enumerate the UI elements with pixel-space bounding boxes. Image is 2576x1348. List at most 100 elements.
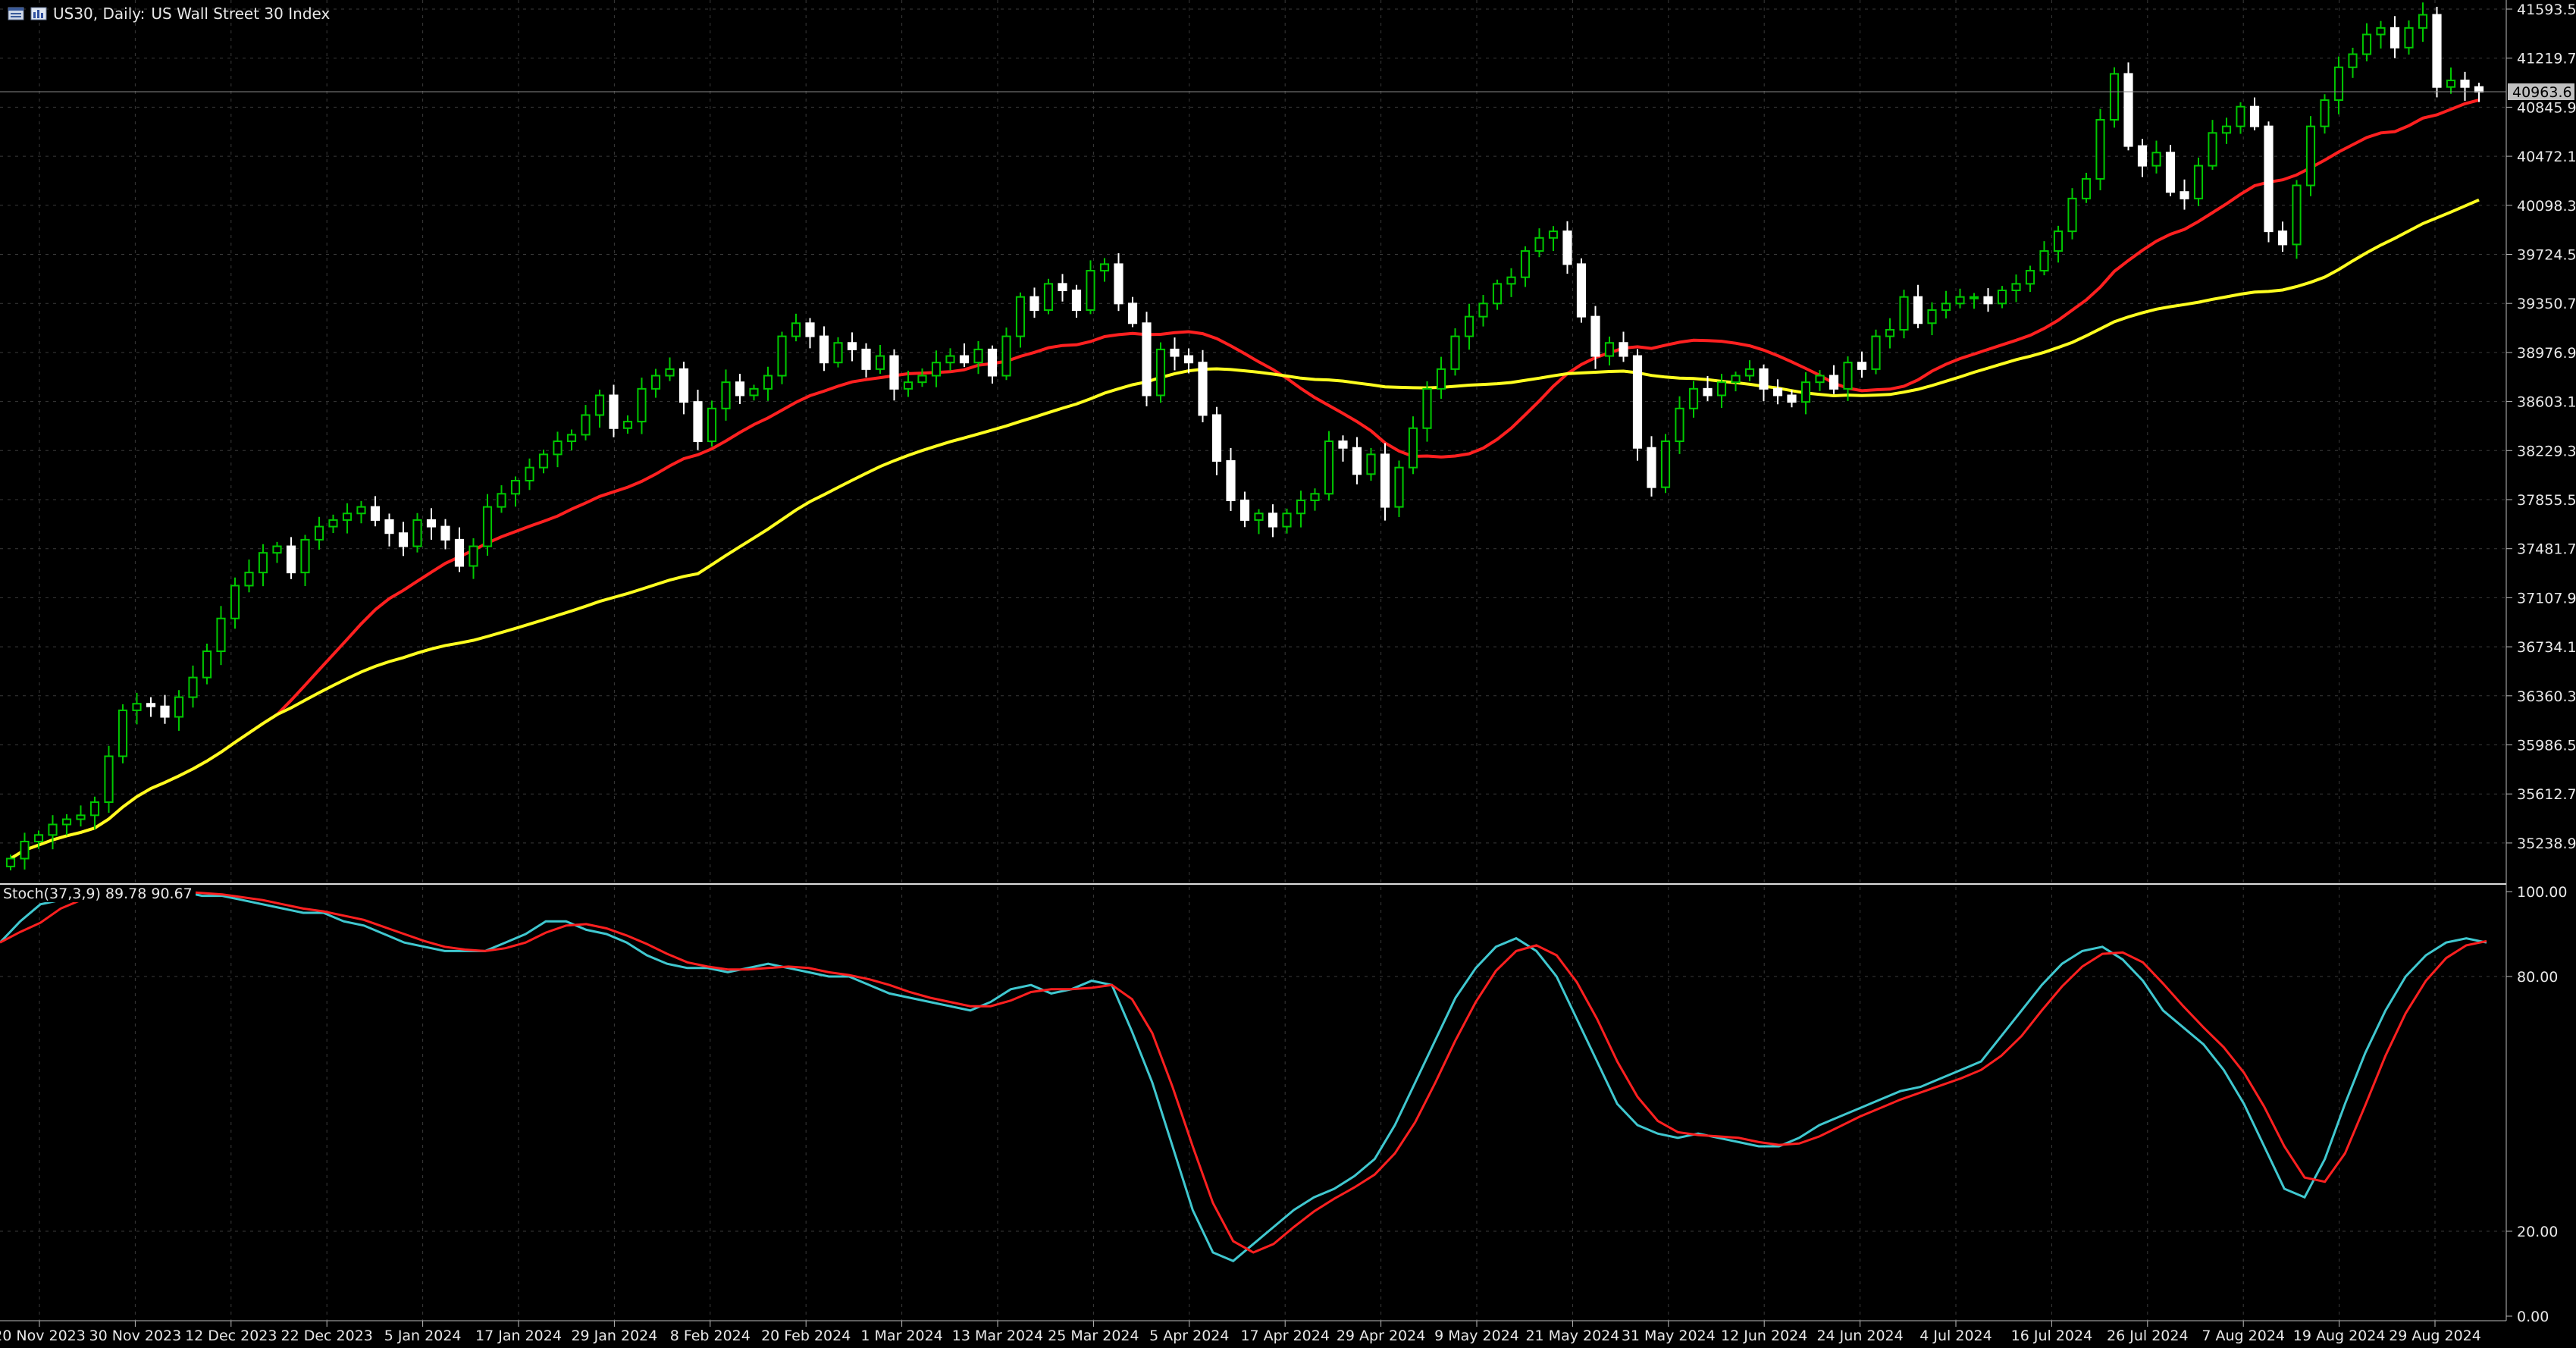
candle[interactable] (1562, 221, 1572, 274)
candle[interactable] (1099, 258, 1110, 282)
candle[interactable] (1155, 342, 1166, 403)
candle[interactable] (889, 349, 899, 401)
candle[interactable] (609, 384, 619, 437)
candle[interactable] (833, 337, 843, 368)
candle[interactable] (1632, 349, 1643, 461)
candle[interactable] (2081, 172, 2092, 203)
candle[interactable] (76, 805, 86, 827)
stoch-main-line[interactable] (0, 890, 2487, 1262)
candle[interactable] (1871, 329, 1881, 375)
candle[interactable] (622, 415, 633, 434)
candle[interactable] (749, 384, 759, 401)
candle[interactable] (903, 370, 914, 397)
candle[interactable] (805, 318, 815, 349)
candle[interactable] (1071, 284, 1082, 318)
candle[interactable] (1506, 268, 1516, 297)
candle[interactable] (1394, 460, 1404, 517)
candle[interactable] (2376, 20, 2386, 49)
candle[interactable] (1492, 279, 1503, 310)
candle[interactable] (1913, 284, 1923, 328)
candle[interactable] (510, 476, 521, 507)
candle[interactable] (61, 814, 72, 835)
candle[interactable] (1955, 288, 1965, 309)
candle[interactable] (1688, 381, 1699, 418)
candle[interactable] (1142, 312, 1152, 406)
candle[interactable] (497, 485, 506, 513)
candle[interactable] (202, 643, 212, 685)
candle[interactable] (384, 513, 394, 547)
candle[interactable] (1590, 306, 1600, 369)
candle[interactable] (2025, 265, 2035, 293)
candle[interactable] (1366, 447, 1376, 481)
candle[interactable] (2264, 121, 2274, 243)
candle[interactable] (356, 500, 366, 524)
candle[interactable] (174, 690, 184, 731)
candle[interactable] (1029, 287, 1039, 318)
candle[interactable] (1198, 350, 1208, 422)
candle[interactable] (566, 429, 577, 451)
candle[interactable] (469, 538, 478, 579)
candle[interactable] (286, 537, 296, 579)
candle[interactable] (1436, 356, 1446, 399)
candle[interactable] (2404, 20, 2414, 55)
candle[interactable] (2039, 241, 2049, 276)
chart-icon[interactable] (30, 6, 47, 21)
candle[interactable] (1800, 372, 1811, 415)
candle[interactable] (2474, 83, 2484, 102)
candle[interactable] (581, 405, 591, 440)
candle[interactable] (1310, 488, 1320, 511)
candle[interactable] (1703, 376, 1713, 401)
candle[interactable] (1520, 246, 1531, 287)
candle[interactable] (931, 350, 942, 387)
candle[interactable] (1058, 274, 1067, 302)
candle[interactable] (2067, 188, 2077, 240)
candle[interactable] (146, 697, 156, 717)
candle[interactable] (1576, 258, 1587, 323)
candle[interactable] (188, 665, 198, 708)
candle[interactable] (1731, 371, 1741, 392)
candle[interactable] (1183, 348, 1194, 374)
candle[interactable] (1787, 390, 1797, 408)
candle[interactable] (1408, 416, 1418, 475)
candle[interactable] (987, 345, 998, 384)
candle[interactable] (1170, 337, 1180, 371)
candle[interactable] (2221, 118, 2232, 144)
candle[interactable] (1857, 351, 1867, 378)
stoch-signal-line[interactable] (0, 890, 2487, 1254)
candle[interactable] (777, 331, 787, 384)
candle[interactable] (594, 389, 605, 428)
candle[interactable] (2348, 47, 2358, 78)
candle[interactable] (2193, 157, 2204, 206)
candle[interactable] (1815, 370, 1825, 391)
candle[interactable] (1941, 290, 1951, 319)
candle[interactable] (1450, 328, 1460, 376)
candle[interactable] (314, 516, 324, 550)
candle[interactable] (1464, 303, 1474, 350)
candle[interactable] (398, 522, 409, 556)
candle[interactable] (2361, 23, 2372, 61)
candle[interactable] (693, 390, 703, 450)
candle[interactable] (1997, 286, 2007, 309)
candle[interactable] (2390, 16, 2400, 58)
candle[interactable] (132, 692, 142, 725)
candle[interactable] (300, 534, 310, 586)
candle[interactable] (1211, 406, 1222, 475)
candle[interactable] (2305, 116, 2316, 196)
candle[interactable] (5, 854, 16, 871)
candle[interactable] (370, 496, 381, 527)
candle[interactable] (482, 494, 493, 556)
candle[interactable] (1114, 253, 1123, 312)
candle[interactable] (118, 704, 128, 763)
candle[interactable] (1338, 435, 1348, 462)
candle[interactable] (2053, 225, 2064, 263)
candle[interactable] (707, 400, 717, 447)
candle[interactable] (20, 832, 30, 870)
candle[interactable] (1268, 504, 1278, 538)
candle[interactable] (1254, 509, 1264, 534)
candle[interactable] (2249, 97, 2260, 130)
candle[interactable] (2320, 94, 2330, 134)
candle[interactable] (1282, 508, 1292, 534)
candle[interactable] (945, 348, 955, 371)
candle[interactable] (2011, 274, 2021, 303)
candle[interactable] (665, 357, 675, 381)
